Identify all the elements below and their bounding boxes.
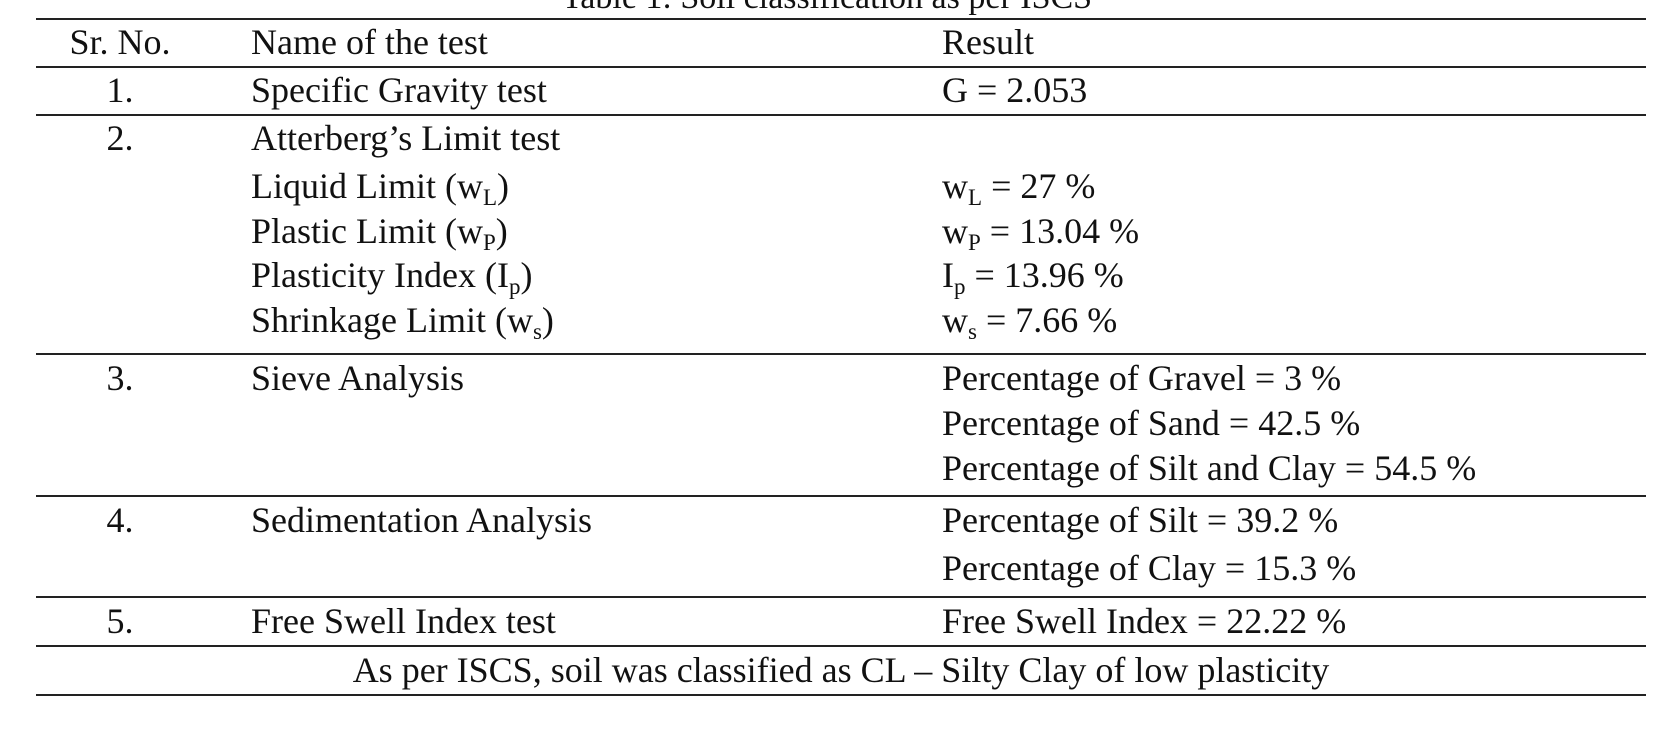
table-top-rule	[36, 18, 1646, 20]
plasticity-index-value: Ip = 13.96 %	[942, 255, 1124, 299]
plastic-limit-value: wP = 13.04 %	[942, 211, 1140, 255]
silt-percentage: Percentage of Silt = 39.2 %	[942, 500, 1339, 540]
silt-clay-percentage: Percentage of Silt and Clay = 54.5 %	[942, 448, 1477, 488]
plastic-limit-label: Plastic Limit (wP)	[251, 211, 508, 255]
classification-conclusion: As per ISCS, soil was classified as CL –…	[352, 650, 1330, 690]
liquid-limit-value: wL = 27 %	[942, 166, 1096, 210]
row-2-test-name: Atterberg’s Limit test	[251, 118, 561, 158]
table-bottom-rule	[36, 694, 1646, 696]
sand-percentage: Percentage of Sand = 42.5 %	[942, 403, 1361, 443]
row-1-sr-no: 1.	[106, 70, 134, 110]
header-result: Result	[942, 22, 1035, 62]
shrinkage-limit-label: Shrinkage Limit (ws)	[251, 300, 554, 344]
row-4-sr-no: 4.	[106, 500, 134, 540]
row-2-sr-no: 2.	[106, 118, 134, 158]
clay-percentage: Percentage of Clay = 15.3 %	[942, 548, 1357, 588]
plasticity-index-label: Plasticity Index (Ip)	[251, 255, 533, 299]
row-divider	[36, 596, 1646, 598]
header-sr-no: Sr. No.	[69, 22, 171, 62]
row-1-result: G = 2.053	[942, 70, 1088, 110]
liquid-limit-label: Liquid Limit (wL)	[251, 166, 510, 210]
table-caption: Table 1: Soil classification as per ISCS	[0, 0, 1654, 18]
row-1-test-name: Specific Gravity test	[251, 70, 547, 110]
shrinkage-limit-value: ws = 7.66 %	[942, 300, 1118, 344]
row-4-test-name: Sedimentation Analysis	[251, 500, 592, 540]
row-5-sr-no: 5.	[106, 601, 134, 641]
row-divider	[36, 645, 1646, 647]
row-5-test-name: Free Swell Index test	[251, 601, 556, 641]
row-3-test-name: Sieve Analysis	[251, 358, 464, 398]
header-test-name: Name of the test	[251, 22, 488, 62]
gravel-percentage: Percentage of Gravel = 3 %	[942, 358, 1342, 398]
row-divider	[36, 114, 1646, 116]
row-divider	[36, 495, 1646, 497]
row-divider	[36, 353, 1646, 355]
row-3-sr-no: 3.	[106, 358, 134, 398]
header-bottom-rule	[36, 66, 1646, 68]
row-5-result: Free Swell Index = 22.22 %	[942, 601, 1347, 641]
